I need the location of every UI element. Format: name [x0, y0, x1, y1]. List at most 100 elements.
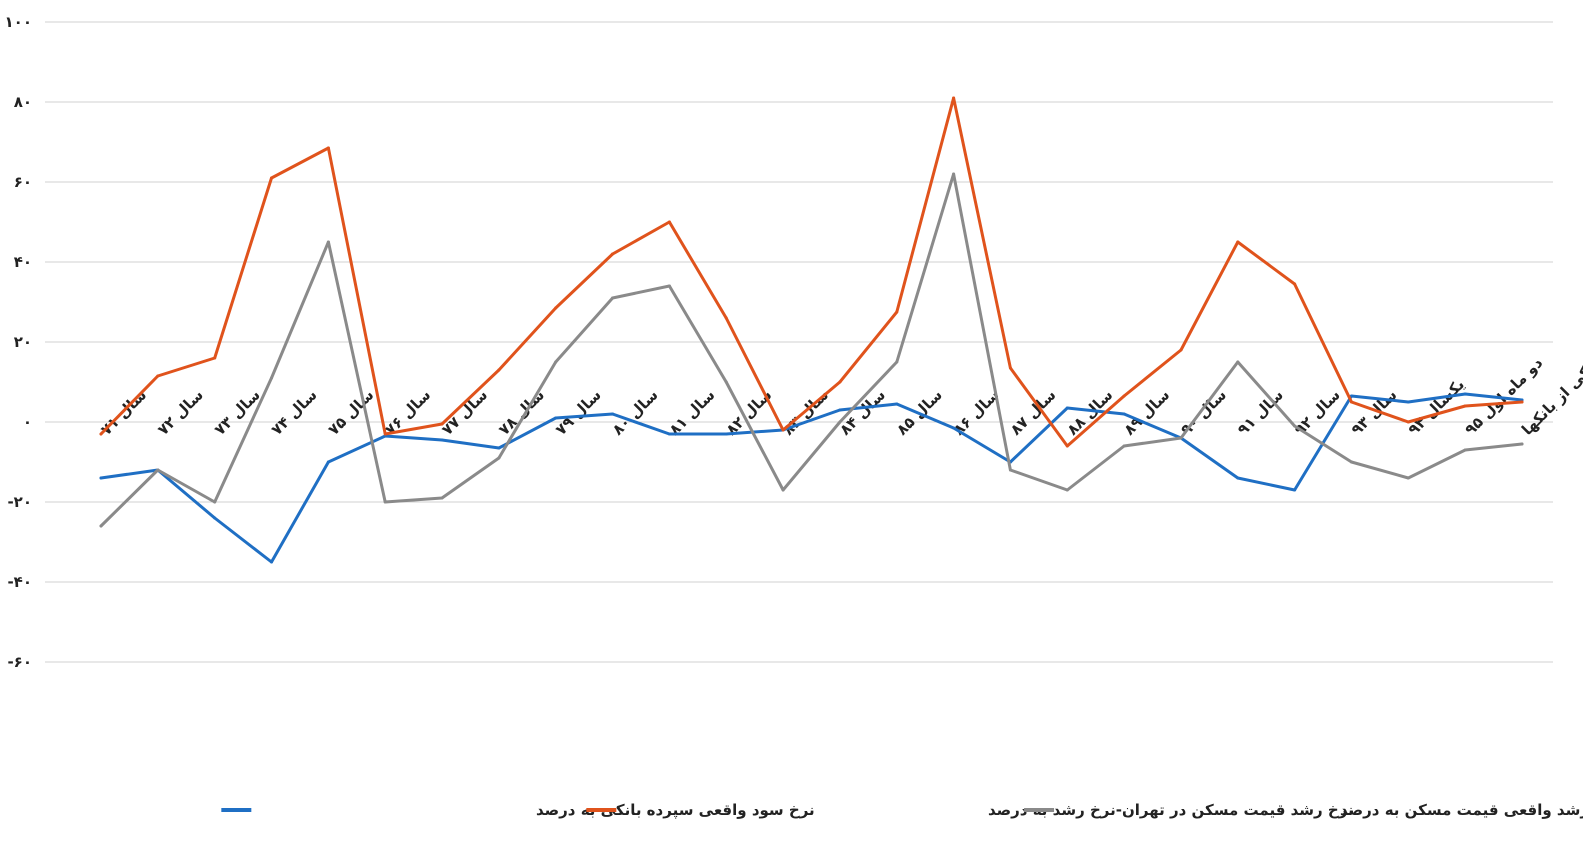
series-line-3 — [99, 172, 1524, 528]
x-tick-label: سال ۷۹ — [552, 386, 605, 439]
data-point — [326, 240, 330, 244]
x-tick-label: سال ۷۸ — [495, 386, 548, 439]
y-tick-label: ۶۰ — [14, 173, 32, 191]
data-point — [952, 172, 956, 176]
data-point — [611, 296, 615, 300]
data-point — [213, 356, 217, 360]
y-tick-label: ۲۰ — [14, 333, 32, 351]
x-tick-label: حال حاضر بواسطه کاهش نرخ سود به ۱۶ درصد … — [1518, 95, 1583, 439]
data-point — [1065, 406, 1069, 410]
data-point — [611, 252, 615, 256]
data-point — [667, 220, 671, 224]
legend-item-3: نرخ رشد واقعی قیمت مسکن به درصد — [1024, 801, 1583, 819]
x-tick-label: سال ۷۴ — [268, 386, 321, 439]
data-point — [1349, 460, 1353, 464]
y-tick-label: ۸۰ — [14, 93, 32, 111]
data-point — [895, 360, 899, 364]
x-tick-label: سال ۹۲ — [1291, 386, 1344, 439]
data-point — [440, 438, 444, 442]
data-point — [1179, 348, 1183, 352]
data-point — [1293, 488, 1297, 492]
legend-label: نرخ سود واقعی سپرده بانکی به درصد — [536, 801, 815, 820]
data-point — [1406, 420, 1410, 424]
data-point — [1349, 394, 1353, 398]
data-point — [781, 428, 785, 432]
x-tick-label: سال ۸۰ — [609, 386, 662, 439]
legend-item-1: نرخ سود واقعی سپرده بانکی به درصد — [221, 801, 815, 820]
data-point — [952, 426, 956, 430]
series-line-1 — [99, 392, 1524, 564]
data-point — [667, 284, 671, 288]
data-point — [1406, 476, 1410, 480]
gridlines — [45, 21, 1553, 663]
data-point — [724, 432, 728, 436]
data-point — [270, 560, 274, 564]
x-tick-label: سال ۷۲ — [154, 386, 207, 439]
data-point — [554, 416, 558, 420]
data-point — [440, 496, 444, 500]
y-tick-label: -۶۰ — [7, 653, 32, 671]
data-point — [1008, 468, 1012, 472]
data-point — [1236, 360, 1240, 364]
data-point — [326, 460, 330, 464]
data-point — [497, 456, 501, 460]
data-point — [952, 96, 956, 100]
data-point — [1293, 282, 1297, 286]
data-point — [1293, 424, 1297, 428]
data-point — [156, 468, 160, 472]
x-tick-label: سال ۸۴ — [836, 386, 889, 439]
data-point — [383, 432, 387, 436]
data-point — [1406, 400, 1410, 404]
data-point — [1520, 400, 1524, 404]
data-point — [1349, 400, 1353, 404]
data-point — [667, 432, 671, 436]
data-point — [99, 524, 103, 528]
x-tick-label: سال ۷۷ — [438, 386, 491, 439]
x-tick-label: سال ۸۱ — [666, 386, 719, 439]
legend-label: نرخ رشد قیمت مسکن در تهران-نرخ رشد به در… — [988, 801, 1354, 819]
data-point — [497, 368, 501, 372]
data-point — [1122, 444, 1126, 448]
y-tick-label: -۴۰ — [7, 573, 32, 591]
data-point — [1065, 444, 1069, 448]
x-tick-label: سال ۹۱ — [1234, 386, 1287, 439]
data-point — [326, 146, 330, 150]
data-point — [1463, 392, 1467, 396]
x-tick-label: سال ۹۳ — [1348, 386, 1401, 439]
data-point — [213, 500, 217, 504]
data-point — [1463, 448, 1467, 452]
x-tick-label: سال ۸۷ — [1007, 386, 1060, 439]
y-tick-label: -۲۰ — [7, 493, 32, 511]
data-point — [270, 376, 274, 380]
series-lines — [99, 96, 1524, 564]
data-point — [724, 316, 728, 320]
data-point — [611, 412, 615, 416]
y-tick-label: ۴۰ — [14, 253, 32, 271]
data-point — [99, 432, 103, 436]
legend-item-2: نرخ رشد قیمت مسکن در تهران-نرخ رشد به در… — [586, 801, 1354, 819]
data-point — [1236, 240, 1240, 244]
data-point — [1008, 366, 1012, 370]
data-point — [554, 306, 558, 310]
data-point — [724, 380, 728, 384]
data-point — [383, 500, 387, 504]
data-point — [1065, 488, 1069, 492]
data-point — [99, 476, 103, 480]
data-point — [1520, 442, 1524, 446]
data-point — [838, 420, 842, 424]
data-point — [1236, 476, 1240, 480]
data-point — [1463, 404, 1467, 408]
data-point — [838, 408, 842, 412]
y-tick-label: ۰ — [23, 413, 32, 431]
data-point — [1122, 412, 1126, 416]
data-point — [781, 488, 785, 492]
legend: نرخ سود واقعی سپرده بانکی به درصد نرخ رشد… — [221, 801, 1583, 820]
series-line-2 — [99, 96, 1524, 448]
data-point — [895, 402, 899, 406]
data-point — [156, 374, 160, 378]
data-point — [213, 516, 217, 520]
data-point — [554, 360, 558, 364]
y-axis-tick-labels: -۶۰ -۴۰ -۲۰ ۰ ۲۰ ۴۰ ۶۰ ۸۰ ۱۰۰ — [5, 13, 32, 671]
